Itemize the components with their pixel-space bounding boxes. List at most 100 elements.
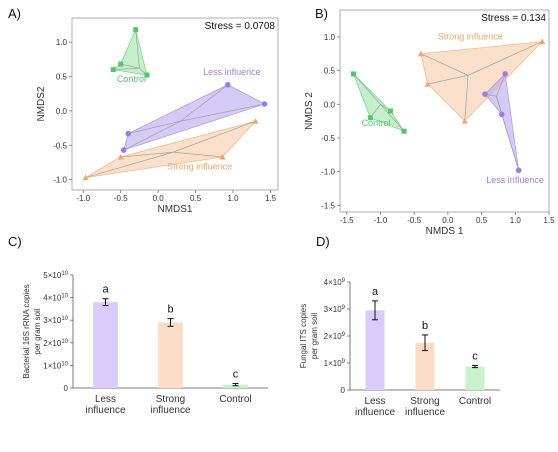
panel-letter: C) [8,234,22,249]
data-point-strong [539,38,546,45]
y-tick-label: -1.0 [321,168,335,177]
significance-letter-control: c [233,368,239,380]
spider-line-less [496,96,519,171]
group-label-control: Control [362,118,391,128]
spider-line-less [496,73,506,97]
panel-letter: D) [316,234,330,249]
significance-letter-strong: b [422,320,428,332]
data-point-control [110,67,116,73]
bar-control [465,366,485,390]
x-tick-label: 0.5 [190,194,202,203]
y-axis-label: NMDS 2 [304,92,315,130]
bar-strong [415,342,435,390]
x-tick-label: -1.0 [374,216,388,225]
data-point-less [499,111,505,118]
spider-line-control [120,63,140,69]
category-label-strong: Strong [410,396,439,407]
panel-letter: B) [315,6,328,21]
group-label-less: Less influence [203,67,261,77]
y-tick-label: -0.5 [53,141,67,150]
y-tick-label: 4×109 [324,278,346,287]
category-label-strong: Strong [156,394,185,405]
data-point-strong [82,174,89,181]
x-tick-label: -1.5 [340,216,354,225]
x-tick-label: 0.0 [442,216,454,225]
y-axis-label-line: per gram soil [33,308,42,354]
plot-frame [339,9,550,213]
y-tick-label: 3×1010 [43,316,68,325]
y-tick-label: 0.0 [56,107,68,116]
data-point-strong [117,153,124,160]
x-tick-label: 1.5 [265,194,277,203]
y-tick-label: 2×1010 [43,339,68,348]
group-label-less: Less influence [486,175,544,185]
data-point-less [120,147,127,153]
x-axis-label: NMDS1 [157,204,192,215]
y-tick-label: 0.5 [56,72,68,81]
y-tick-label: 0.5 [324,67,336,76]
spider-line-strong [120,151,174,158]
spider-line-less [180,84,228,122]
panel-c: C) 0 1×1010 2×1010 3×1010 4×1010 5×1010 Bacteri… [8,234,268,416]
y-tick-label: 0 [341,386,346,395]
data-point-strong [424,81,431,87]
bar-strong [158,322,183,388]
panel-a: A) Stress = 0.0708 -1.0 -0.5 0.0 0.5 1.0 1.5 -1.… [8,6,279,215]
spider-line-strong [173,120,256,153]
spider-line-less [180,103,265,122]
category-label-less: influence [85,405,125,416]
significance-letter-strong: b [167,304,173,316]
category-label-strong: influence [150,405,190,416]
y-tick-label: 5×1010 [43,271,68,280]
data-point-less [482,91,488,97]
x-tick-label: 1.5 [543,216,555,225]
category-label-control: Control [219,394,251,405]
significance-letter-less: a [372,286,379,298]
panel-d: D) 0 1×109 2×109 3×109 4×109 Fungal ITS copies… [299,234,500,418]
data-point-less [515,167,522,174]
spider-line-strong [420,53,469,76]
data-point-control [367,115,373,121]
group-label-strong: Strong influence [167,161,232,171]
panel-b: B) Stress = 0.134 -1.5 -1.0 -0.5 0.0 0.5 1.0 1.5… [304,6,555,237]
data-point-strong [417,50,424,57]
data-point-control [133,27,139,33]
data-point-less [502,71,508,77]
data-point-control [144,72,150,78]
spider-line-strong [427,75,469,85]
spider-line-less [123,120,181,151]
spider-line-strong [173,151,223,158]
data-point-control [118,61,124,67]
spider-line-strong [467,41,543,76]
data-point-strong [461,118,468,124]
x-tick-label: -0.5 [407,216,421,225]
x-tick-label: 0.0 [153,194,165,203]
x-tick-label: 1.0 [227,194,239,203]
bar-control [223,384,248,388]
spider-line-control [380,104,405,132]
stress-value: Stress = 0.0708 [205,21,276,32]
y-tick-label: 1.0 [56,38,68,47]
panel-letter: A) [8,6,21,21]
category-label-control: Control [459,396,491,407]
spider-line-less [128,120,181,134]
y-axis-label: NMDS2 [36,86,47,121]
group-label-strong: Strong influence [438,32,503,42]
x-tick-label: 0.5 [476,216,488,225]
stress-value: Stress = 0.134 [481,13,546,24]
x-tick-label: -1.0 [76,194,90,203]
data-point-control [388,108,394,114]
bar-less [365,310,385,390]
spider-line-control [135,29,140,69]
category-label-strong: influence [405,407,445,418]
y-tick-label: 1×1010 [43,361,68,370]
x-tick-label: 1.0 [510,216,522,225]
data-point-less [225,81,231,88]
bar-less [93,302,118,388]
data-point-strong [219,153,226,160]
data-point-control [350,71,356,77]
significance-letter-control: c [472,350,478,362]
x-axis-label: NMDS 1 [426,226,464,237]
y-tick-label: -0.5 [321,134,335,143]
